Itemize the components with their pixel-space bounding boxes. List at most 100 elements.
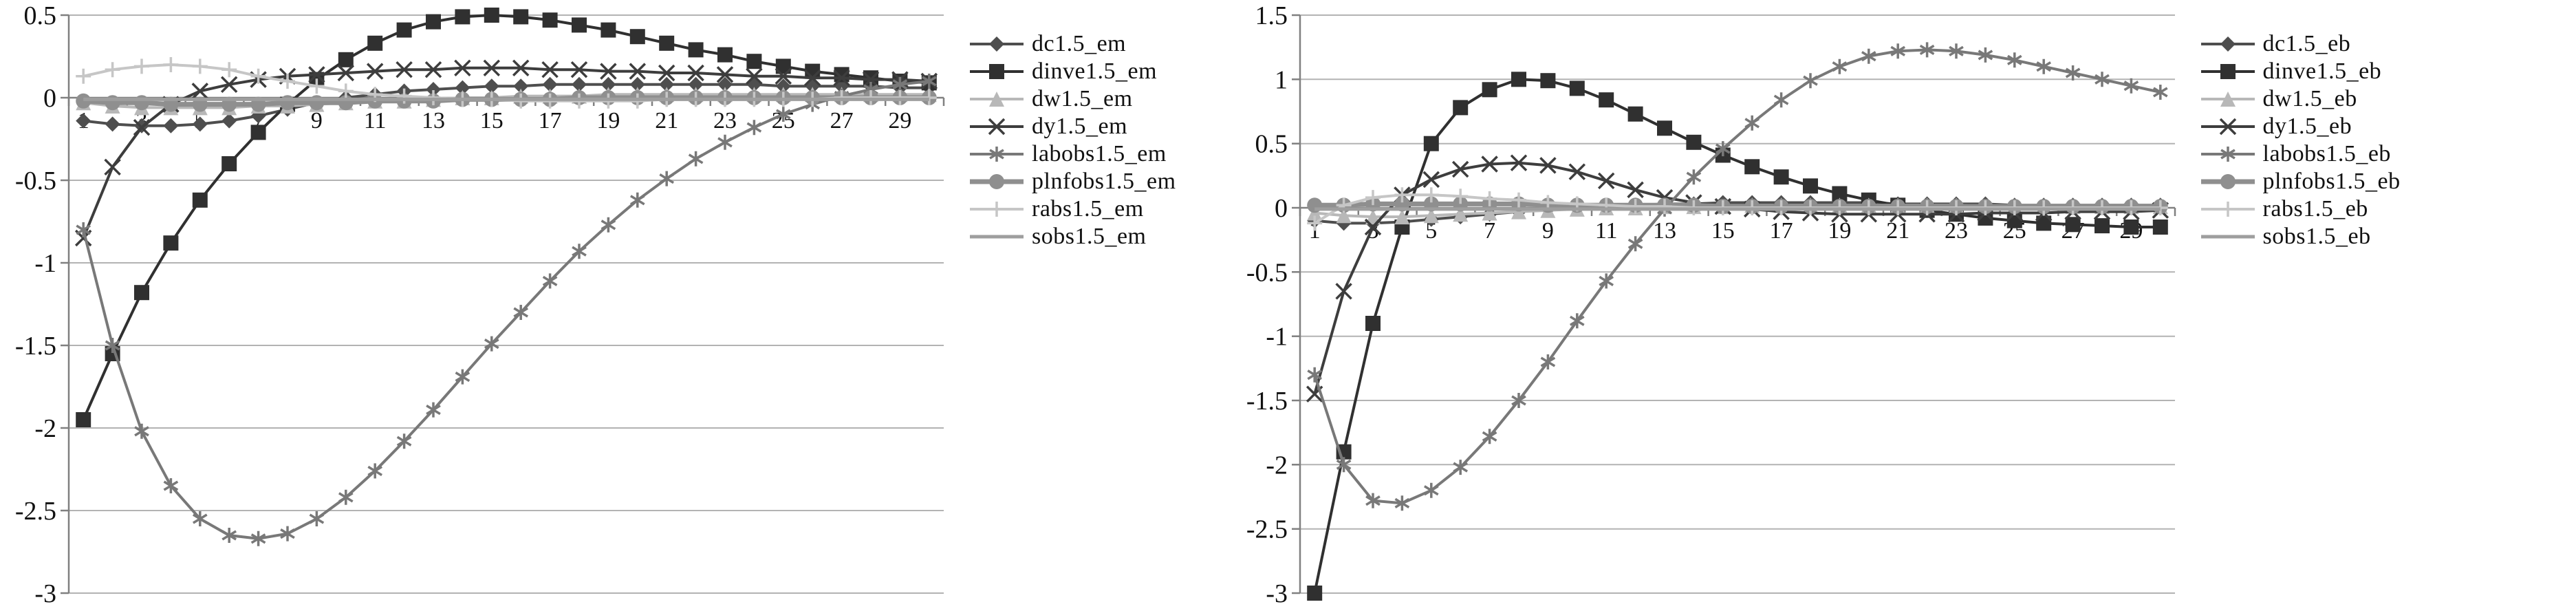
legend-key-circle-icon xyxy=(2200,174,2255,189)
legend-item-sobs1.5_em: sobs1.5_em xyxy=(967,223,1176,250)
legend-label: dc1.5_eb xyxy=(2262,31,2351,56)
legend-label: labobs1.5_em xyxy=(1032,141,1167,167)
legend-key-none-icon xyxy=(970,235,1024,239)
legend-item-rabs1.5_eb: rabs1.5_eb xyxy=(2198,195,2401,223)
legend-item-dinve1.5_eb: dinve1.5_eb xyxy=(2198,58,2401,85)
legend-item-dw1.5_em: dw1.5_em xyxy=(967,85,1176,113)
legend-item-dc1.5_em: dc1.5_em xyxy=(967,30,1176,58)
legend-item-dw1.5_eb: dw1.5_eb xyxy=(2198,85,2401,113)
svg-text:17: 17 xyxy=(1769,218,1793,244)
svg-text:29: 29 xyxy=(888,108,911,133)
svg-text:19: 19 xyxy=(596,108,620,133)
legend-key-triangle-icon xyxy=(2200,92,2255,107)
legend-key-diamond-icon xyxy=(970,36,1024,52)
line-chart-em: 0.50-0.5-1-1.5-2-2.5-3135791113151719212… xyxy=(15,1,945,607)
svg-text:9: 9 xyxy=(311,108,323,133)
legend-label: dy1.5_em xyxy=(1032,114,1128,139)
legend-key-square-icon xyxy=(970,64,1024,79)
legend-label: dy1.5_eb xyxy=(2262,114,2352,139)
svg-text:19: 19 xyxy=(1828,218,1851,244)
axes xyxy=(1291,14,2176,594)
legend-key-plus-icon xyxy=(970,202,1024,217)
svg-text:21: 21 xyxy=(655,108,678,133)
gridlines xyxy=(1299,14,2175,594)
legend-item-dinve1.5_em: dinve1.5_em xyxy=(967,58,1176,85)
svg-text:-2: -2 xyxy=(34,414,56,443)
svg-text:23: 23 xyxy=(713,108,737,133)
svg-text:0.5: 0.5 xyxy=(1255,130,1288,159)
legend-item-dy1.5_eb: dy1.5_eb xyxy=(2198,113,2401,140)
legend-key-circle-icon xyxy=(970,174,1024,189)
svg-text:-1.5: -1.5 xyxy=(1246,387,1287,416)
chart-panel-eb: 1.5 1 0.5 0 -0.5 -1 -1.5 -2 -2.5 -3 1 3 5 7 9 11 13 15 17 1… xyxy=(1231,0,2401,607)
legend-key-x-icon xyxy=(970,118,1024,136)
svg-text:0: 0 xyxy=(43,84,56,113)
legend-label: dw1.5_em xyxy=(1032,86,1133,111)
legend-key-none-icon xyxy=(2200,235,2255,239)
svg-text:21: 21 xyxy=(1886,218,1909,244)
svg-text:11: 11 xyxy=(364,108,387,133)
legend-key-plus-icon xyxy=(2200,202,2255,217)
legend-item-plnfobs1.5_em: plnfobs1.5_em xyxy=(967,168,1176,195)
series-plnfobs1.5_eb xyxy=(1306,196,2168,215)
legend-label: rabs1.5_eb xyxy=(2262,196,2368,222)
svg-text:-3: -3 xyxy=(34,579,56,607)
y-axis-labels: 1.5 1 0.5 0 -0.5 -1 -1.5 -2 -2.5 -3 xyxy=(1246,1,1287,607)
svg-text:-2.5: -2.5 xyxy=(15,497,56,526)
legend-eb: dc1.5_eb dinve1.5_eb dw1.5_eb dy1.5_eb labob… xyxy=(2198,30,2401,250)
svg-text:15: 15 xyxy=(480,108,504,133)
legend-item-dc1.5_eb: dc1.5_eb xyxy=(2198,30,2401,58)
legend-label: sobs1.5_eb xyxy=(2262,224,2371,249)
svg-text:5: 5 xyxy=(1425,218,1437,244)
legend-key-triangle-icon xyxy=(970,92,1024,107)
legend-item-sobs1.5_eb: sobs1.5_eb xyxy=(2198,223,2401,250)
legend-label: dinve1.5_eb xyxy=(2262,58,2382,84)
svg-text:-1: -1 xyxy=(1266,323,1288,352)
legend-item-dy1.5_em: dy1.5_em xyxy=(967,113,1176,140)
legend-label: sobs1.5_em xyxy=(1032,224,1147,249)
svg-text:-2: -2 xyxy=(1266,451,1288,480)
legend-label: plnfobs1.5_em xyxy=(1032,169,1176,194)
legend-key-square-icon xyxy=(2200,64,2255,79)
svg-text:1.5: 1.5 xyxy=(1255,1,1288,30)
legend-key-asterisk-icon xyxy=(2200,147,2255,162)
legend-label: rabs1.5_em xyxy=(1032,196,1144,222)
legend-item-labobs1.5_eb: labobs1.5_eb xyxy=(2198,140,2401,168)
legend-key-diamond-icon xyxy=(2200,36,2255,52)
legend-label: dc1.5_em xyxy=(1032,31,1127,56)
legend-label: plnfobs1.5_eb xyxy=(2262,169,2401,194)
svg-text:9: 9 xyxy=(1541,218,1553,244)
svg-text:1: 1 xyxy=(1275,65,1288,94)
svg-text:0.5: 0.5 xyxy=(24,1,57,30)
svg-text:13: 13 xyxy=(422,108,445,133)
series-dy1.5_eb xyxy=(1306,154,2169,403)
svg-text:-0.5: -0.5 xyxy=(15,167,56,195)
series-dy1.5_em xyxy=(74,59,938,247)
svg-text:-3: -3 xyxy=(1266,579,1288,607)
svg-text:11: 11 xyxy=(1594,218,1617,244)
svg-text:0: 0 xyxy=(1275,194,1288,223)
svg-text:13: 13 xyxy=(1653,218,1676,244)
legend-key-asterisk-icon xyxy=(970,147,1024,162)
svg-text:23: 23 xyxy=(1945,218,1968,244)
legend-label: labobs1.5_eb xyxy=(2262,141,2391,167)
series-labobs1.5_em xyxy=(76,74,937,546)
svg-text:-2.5: -2.5 xyxy=(1246,515,1287,544)
svg-text:-1.5: -1.5 xyxy=(15,332,56,361)
legend-em: dc1.5_em dinve1.5_em dw1.5_em dy1.5_em labob… xyxy=(967,30,1176,250)
svg-text:27: 27 xyxy=(830,108,854,133)
y-axis-labels: 0.5 0 -0.5 -1 -1.5 -2 -2.5 -3 xyxy=(15,1,56,607)
legend-key-x-icon xyxy=(2200,118,2255,136)
legend-label: dw1.5_eb xyxy=(2262,86,2357,111)
svg-text:15: 15 xyxy=(1711,218,1734,244)
svg-text:17: 17 xyxy=(539,108,562,133)
svg-text:-0.5: -0.5 xyxy=(1246,258,1287,287)
legend-label: dinve1.5_em xyxy=(1032,58,1158,84)
series-dinve1.5_em xyxy=(76,8,937,427)
svg-text:7: 7 xyxy=(1484,218,1495,244)
series-labobs1.5_eb xyxy=(1306,42,2168,511)
svg-text:-1: -1 xyxy=(34,249,56,278)
legend-item-rabs1.5_em: rabs1.5_em xyxy=(967,195,1176,223)
line-chart-eb: 1.510.50-0.5-1-1.5-2-2.5-31 3 5 7 9 11 13 15 17 1… xyxy=(1246,1,2176,607)
